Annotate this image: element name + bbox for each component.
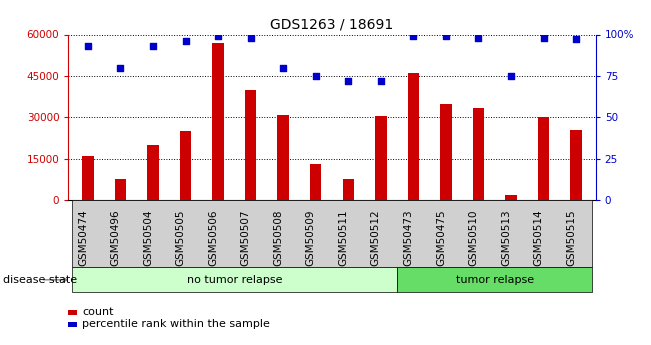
Bar: [277, 115, 289, 200]
Bar: [310, 164, 322, 200]
Bar: [212, 43, 224, 200]
Bar: [570, 130, 582, 200]
Point: [213, 33, 223, 39]
Text: no tumor relapse: no tumor relapse: [187, 275, 282, 285]
Bar: [82, 156, 94, 200]
Bar: [68, 322, 77, 327]
Text: GSM50506: GSM50506: [208, 209, 218, 266]
Text: GSM50505: GSM50505: [176, 209, 186, 266]
Text: GSM50507: GSM50507: [241, 209, 251, 266]
Text: GSM50511: GSM50511: [339, 209, 348, 266]
Point: [343, 78, 353, 83]
Point: [180, 38, 191, 44]
Text: GSM50510: GSM50510: [469, 209, 478, 266]
Text: GSM50515: GSM50515: [566, 209, 576, 266]
Text: GSM50514: GSM50514: [534, 209, 544, 266]
Bar: [147, 145, 159, 200]
Title: GDS1263 / 18691: GDS1263 / 18691: [270, 18, 394, 32]
Bar: [68, 310, 77, 315]
Text: GSM50496: GSM50496: [111, 209, 120, 266]
Text: GSM50513: GSM50513: [501, 209, 511, 266]
Point: [148, 43, 158, 49]
Text: count: count: [82, 307, 113, 317]
Bar: [473, 108, 484, 200]
Point: [441, 33, 451, 39]
Bar: [245, 90, 256, 200]
Point: [408, 33, 419, 39]
Bar: [115, 179, 126, 200]
Point: [571, 37, 581, 42]
Bar: [440, 104, 452, 200]
Text: GSM50473: GSM50473: [404, 209, 413, 266]
Point: [506, 73, 516, 79]
Bar: [342, 179, 354, 200]
Point: [376, 78, 386, 83]
Bar: [375, 116, 387, 200]
Point: [538, 35, 549, 41]
Text: percentile rank within the sample: percentile rank within the sample: [82, 319, 270, 329]
Point: [473, 35, 484, 41]
Text: GSM50508: GSM50508: [273, 209, 283, 266]
Bar: [72, 200, 592, 267]
Text: GSM50509: GSM50509: [306, 209, 316, 266]
Point: [245, 35, 256, 41]
Bar: [397, 267, 592, 292]
Bar: [72, 267, 397, 292]
Point: [278, 65, 288, 70]
Point: [83, 43, 93, 49]
Text: GSM50474: GSM50474: [78, 209, 88, 266]
Bar: [180, 131, 191, 200]
Text: GSM50512: GSM50512: [371, 209, 381, 266]
Point: [115, 65, 126, 70]
Text: disease state: disease state: [3, 275, 77, 285]
Point: [311, 73, 321, 79]
Text: GSM50504: GSM50504: [143, 209, 153, 266]
Bar: [505, 195, 517, 200]
Text: tumor relapse: tumor relapse: [456, 275, 534, 285]
Bar: [538, 117, 549, 200]
Bar: [408, 73, 419, 200]
Text: GSM50475: GSM50475: [436, 209, 446, 266]
